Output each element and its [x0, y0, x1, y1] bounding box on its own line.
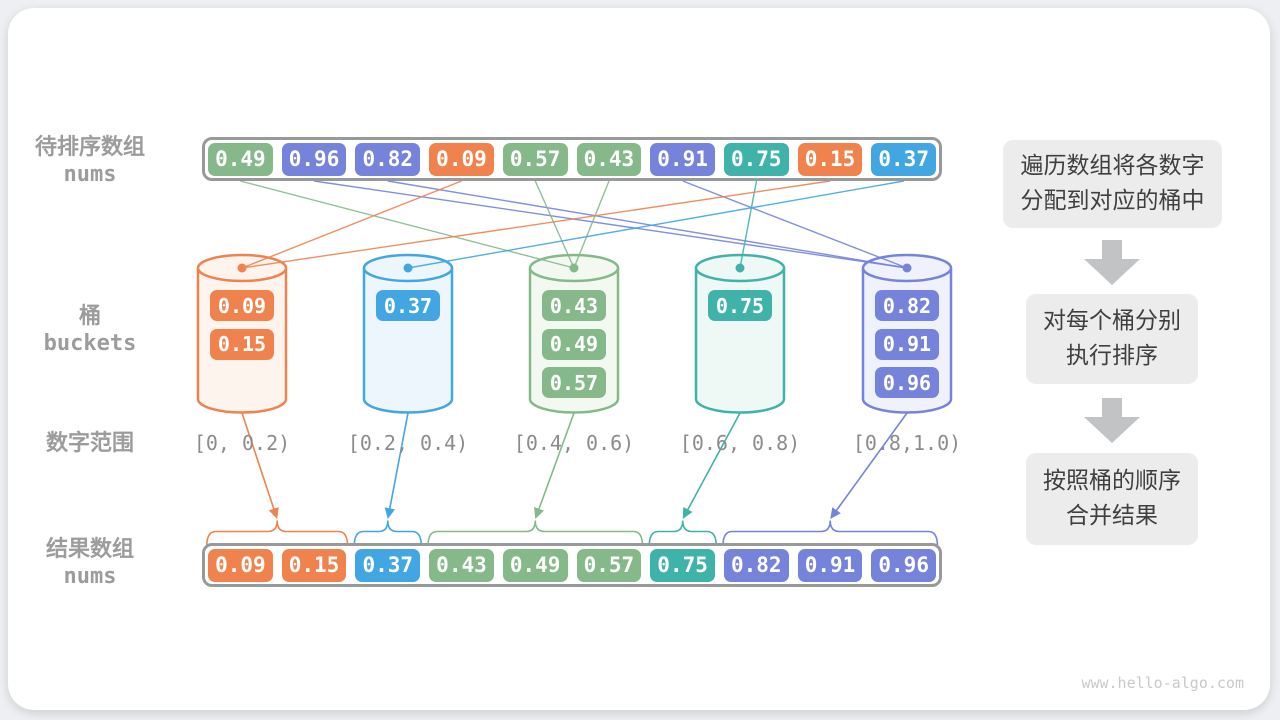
ranges-label: 数字范围: [10, 430, 170, 457]
input-array-label-en: nums: [63, 162, 117, 187]
bucket-item: 0.91: [875, 328, 939, 360]
bucket-item: 0.37: [376, 290, 440, 321]
step-3-line-1: 按照桶的顺序: [1043, 468, 1181, 494]
bucket-item: 0.57: [542, 367, 606, 398]
input-array-cell: 0.57: [502, 142, 568, 176]
result-array-label-cn: 结果数组: [45, 537, 134, 562]
result-array-label-en: nums: [63, 564, 117, 589]
input-array-cell: 0.75: [723, 142, 789, 176]
input-array-cell: 0.91: [650, 142, 715, 176]
step-3-box: 按照桶的顺序 合并结果: [1026, 453, 1198, 545]
down-arrow-icon: [1084, 398, 1140, 443]
input-array-cell: 0.37: [871, 142, 937, 176]
input-array: 0.49 0.96 0.82 0.09 0.57 0.43 0.91 0.75 0.15 0.37: [202, 137, 942, 181]
result-array-cell: 0.82: [723, 548, 789, 582]
result-array-cell: 0.75: [650, 548, 715, 582]
bucket-range-label: [0.2, 0.4): [347, 431, 469, 455]
result-array-cell: 0.37: [355, 548, 421, 582]
down-arrow-icon: [1084, 240, 1140, 285]
watermark: www.hello-algo.com: [1081, 674, 1244, 692]
input-array-label-cn: 待排序数组: [34, 135, 145, 160]
step-1-line-1: 遍历数组将各数字: [1020, 153, 1205, 179]
step-1-box: 遍历数组将各数字 分配到对应的桶中: [1003, 140, 1222, 228]
result-array-cell: 0.43: [429, 548, 494, 582]
buckets-label: 桶 buckets: [10, 303, 170, 357]
result-array-label: 结果数组 nums: [10, 536, 170, 590]
bucket-range-label: [0.8,1.0): [852, 431, 962, 455]
input-array-cell: 0.15: [797, 142, 863, 176]
input-array-cell: 0.43: [576, 142, 642, 176]
bucket-item: 0.82: [875, 290, 939, 321]
result-array-cell: 0.15: [281, 548, 347, 582]
result-array-cell: 0.09: [208, 548, 273, 582]
input-array-cell: 0.49: [208, 142, 273, 176]
result-array-cell: 0.91: [797, 548, 863, 582]
ranges-label-cn: 数字范围: [45, 431, 134, 456]
input-array-cell: 0.09: [429, 142, 494, 176]
result-array-cell: 0.96: [871, 548, 937, 582]
bucket-item: 0.15: [210, 328, 274, 360]
buckets-label-en: buckets: [43, 331, 137, 356]
step-3-line-2: 合并结果: [1066, 503, 1158, 529]
step-2-box: 对每个桶分别 执行排序: [1026, 294, 1198, 384]
step-2-line-2: 执行排序: [1066, 343, 1158, 369]
bucket-item: 0.49: [542, 328, 606, 360]
input-array-cell: 0.82: [355, 142, 421, 176]
bucket-range-label: [0, 0.2): [193, 431, 291, 455]
step-2-line-1: 对每个桶分别: [1043, 308, 1181, 334]
input-array-label: 待排序数组 nums: [10, 134, 170, 188]
result-array-cell: 0.49: [502, 548, 568, 582]
bucket-item: 0.75: [708, 290, 772, 321]
input-array-cell: 0.96: [281, 142, 347, 176]
bucket-item: 0.09: [210, 290, 274, 321]
result-array: 0.09 0.15 0.37 0.43 0.49 0.57 0.75 0.82 0.91 0.96: [202, 543, 942, 587]
buckets-label-cn: 桶: [78, 304, 101, 329]
bucket-range-label: [0.4, 0.6): [513, 431, 635, 455]
result-array-cell: 0.57: [576, 548, 642, 582]
step-1-line-2: 分配到对应的桶中: [1020, 188, 1205, 214]
bucket-item: 0.43: [542, 290, 606, 321]
bucket-item: 0.96: [875, 367, 939, 398]
bucket-range-label: [0.6, 0.8): [679, 431, 801, 455]
